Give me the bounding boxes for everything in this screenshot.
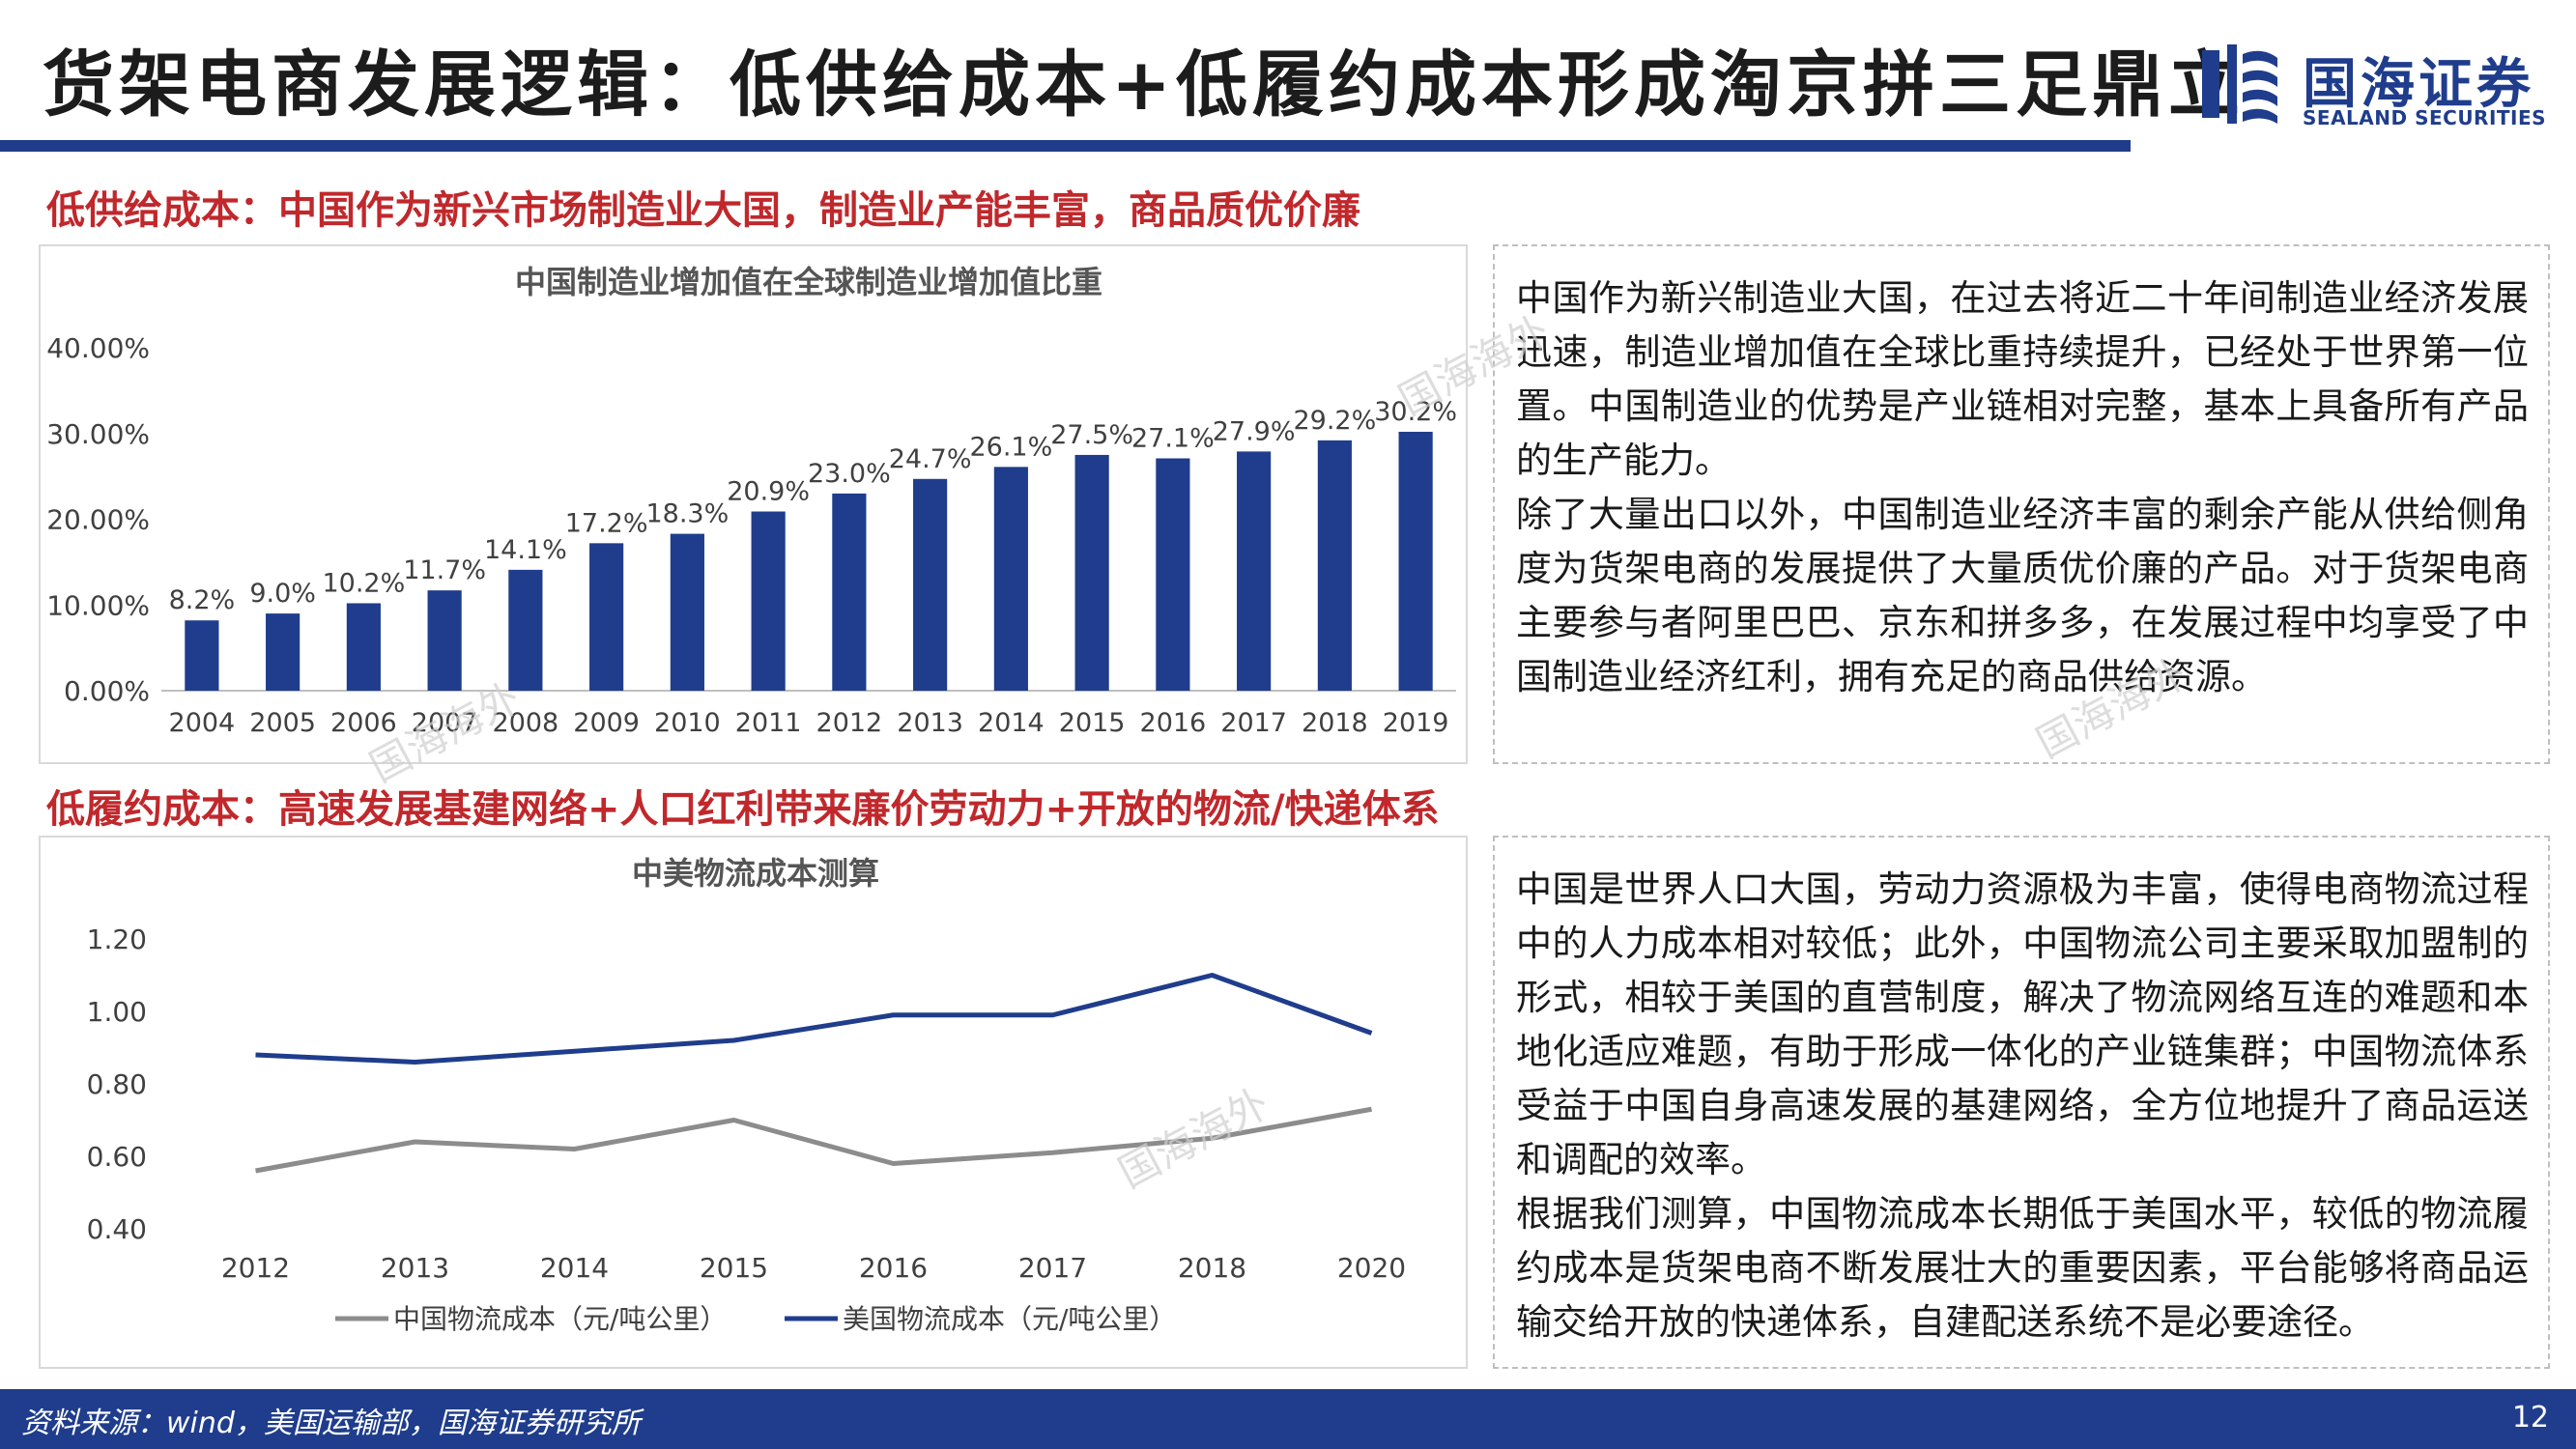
y-tick-label: 10.00%: [46, 589, 150, 621]
bar: [1074, 454, 1109, 691]
section1-heading: 低供给成本：中国作为新兴市场制造业大国，制造业产能丰富，商品质优价廉: [46, 188, 1360, 233]
title-divider: [0, 140, 2131, 152]
bar-data-label: 10.2%: [322, 568, 405, 598]
x-tick-label: 2013: [381, 1252, 449, 1284]
legend-label: 中国物流成本（元/吨公里）: [393, 1303, 727, 1335]
chart2-container: 中美物流成本测算 0.40 0.60 0.80 1.00 1.20 2012 2013 2014…: [39, 836, 1468, 1369]
y-tick-label: 0.80: [87, 1068, 147, 1100]
bar-data-label: 9.0%: [249, 579, 316, 609]
bar: [1237, 451, 1272, 691]
bar: [508, 569, 543, 691]
x-tick-label: 2015: [700, 1252, 768, 1284]
bar: [1317, 440, 1352, 691]
bar-data-label: 14.1%: [484, 535, 567, 565]
y-tick-label: 30.00%: [46, 418, 150, 450]
manufacturing-share-bar-chart: 中国制造业增加值在全球制造业增加值比重 0.00% 10.00% 20.00% 30.0…: [46, 264, 1457, 738]
bar-data-label: 11.7%: [403, 555, 486, 585]
chart2-title: 中美物流成本测算: [632, 855, 879, 892]
x-tick-label: 2004: [169, 708, 236, 738]
chart1-container: 中国制造业增加值在全球制造业增加值比重 0.00% 10.00% 20.00% 30.0…: [39, 244, 1468, 764]
section1-text-box: 中国作为新兴制造业大国，在过去将近二十年间制造业经济发展迅速，制造业增加值在全球…: [1493, 244, 2550, 764]
x-tick-label: 2007: [412, 708, 478, 738]
x-tick-label: 2012: [816, 708, 883, 738]
x-tick-label: 2009: [573, 708, 640, 738]
bar-data-label: 26.1%: [969, 432, 1052, 462]
y-tick-label: 1.00: [87, 996, 147, 1028]
legend-label: 美国物流成本（元/吨公里）: [843, 1303, 1176, 1335]
y-tick-label: 1.20: [87, 923, 147, 955]
bar: [993, 467, 1028, 691]
x-tick-label: 2016: [859, 1252, 928, 1284]
bar: [1156, 458, 1190, 691]
source-note: 资料来源：wind，美国运输部，国海证券研究所: [21, 1406, 641, 1440]
y-tick-label: 40.00%: [46, 332, 150, 364]
bar-data-label: 20.9%: [727, 477, 810, 507]
series-line-1: [255, 1106, 1372, 1174]
page-number: 12: [2511, 1401, 2549, 1435]
chart1-title: 中国制造业增加值在全球制造业增加值比重: [515, 264, 1102, 300]
logo-name-en: SEALAND SECURITIES: [2303, 106, 2547, 129]
section2-paragraph-1: 中国是世界人口大国，劳动力资源极为丰富，使得电商物流过程中的人力成本相对较低；此…: [1516, 868, 2529, 1180]
logo-name-cn: 国海证券: [2303, 53, 2534, 116]
x-tick-label: 2017: [1018, 1252, 1087, 1284]
x-tick-label: 2019: [1383, 708, 1449, 738]
bar: [832, 493, 867, 691]
bar: [185, 620, 219, 691]
page-title: 货架电商发展逻辑：低供给成本+低履约成本形成淘京拼三足鼎立: [43, 43, 2246, 127]
bar: [913, 478, 948, 691]
bar-data-label: 29.2%: [1293, 406, 1376, 436]
bar: [670, 533, 704, 691]
x-tick-label: 2013: [897, 708, 963, 738]
section2-heading: 低履约成本：高速发展基建网络+人口红利带来廉价劳动力+开放的物流/快递体系: [46, 787, 1440, 832]
bar: [589, 543, 624, 691]
y-tick-label: 0.60: [87, 1141, 147, 1173]
y-tick-label: 0.00%: [64, 675, 150, 707]
x-tick-label: 2015: [1059, 708, 1126, 738]
series-line-2: [255, 973, 1373, 1065]
bar: [266, 613, 301, 691]
bar-data-label: 17.2%: [565, 508, 648, 538]
bar: [1398, 431, 1433, 691]
x-tick-label: 2014: [978, 708, 1045, 738]
x-tick-label: 2005: [249, 708, 316, 738]
bar-data-label: 8.2%: [169, 585, 236, 615]
x-tick-label: 2010: [654, 708, 721, 738]
x-tick-label: 2016: [1140, 708, 1207, 738]
x-tick-label: 2018: [1178, 1252, 1246, 1284]
x-tick-label: 2017: [1220, 708, 1287, 738]
bar: [346, 603, 381, 691]
section2-text-box: 中国是世界人口大国，劳动力资源极为丰富，使得电商物流过程中的人力成本相对较低；此…: [1493, 836, 2550, 1369]
footer-bar: 资料来源：wind，美国运输部，国海证券研究所 12: [0, 1389, 2576, 1449]
bar: [751, 511, 786, 691]
x-tick-label: 2006: [330, 708, 397, 738]
section1-paragraph-2: 除了大量出口以外，中国制造业经济丰富的剩余产能从供给侧角度为货架电商的发展提供了…: [1516, 494, 2529, 697]
bar-data-label: 27.9%: [1213, 416, 1296, 446]
bar-data-label: 30.2%: [1374, 397, 1457, 427]
logo-mark-icon: [2202, 44, 2277, 124]
bar-data-label: 27.1%: [1131, 423, 1215, 453]
x-tick-label: 2012: [221, 1252, 290, 1284]
x-tick-label: 2020: [1337, 1252, 1406, 1284]
x-tick-label: 2014: [540, 1252, 609, 1284]
section2-paragraph-2: 根据我们测算，中国物流成本长期低于美国水平，较低的物流履约成本是货架电商不断发展…: [1516, 1193, 2529, 1343]
logistics-cost-line-chart: 中美物流成本测算 0.40 0.60 0.80 1.00 1.20 2012 2013 2014…: [87, 855, 1406, 1335]
bar-data-label: 24.7%: [889, 444, 972, 474]
company-logo: 国海证券 SEALAND SECURITIES: [2198, 41, 2556, 137]
bar-data-label: 18.3%: [645, 499, 729, 529]
x-tick-label: 2018: [1302, 708, 1368, 738]
bar-data-label: 23.0%: [808, 459, 891, 489]
y-tick-label: 20.00%: [46, 504, 150, 536]
section1-paragraph-1: 中国作为新兴制造业大国，在过去将近二十年间制造业经济发展迅速，制造业增加值在全球…: [1516, 277, 2529, 481]
bar-data-label: 27.5%: [1050, 420, 1133, 450]
x-tick-label: 2011: [735, 708, 802, 738]
y-tick-label: 0.40: [87, 1213, 147, 1245]
bar: [427, 590, 462, 691]
x-tick-label: 2008: [493, 708, 559, 738]
